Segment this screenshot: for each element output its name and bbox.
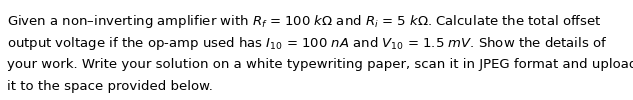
Text: your work. Write your solution on a white typewriting paper, scan it in JPEG for: your work. Write your solution on a whit… xyxy=(7,58,633,71)
Text: Given a non–inverting amplifier with $R_f$ = 100 $k\Omega$ and $R_i$ = 5 $k\Omeg: Given a non–inverting amplifier with $R_… xyxy=(7,13,602,30)
Text: output voltage if the op-amp used has $I_{10}$ = 100 $nA$ and $V_{10}$ = 1.5 $mV: output voltage if the op-amp used has $I… xyxy=(7,35,608,52)
Text: it to the space provided below.: it to the space provided below. xyxy=(7,80,213,93)
